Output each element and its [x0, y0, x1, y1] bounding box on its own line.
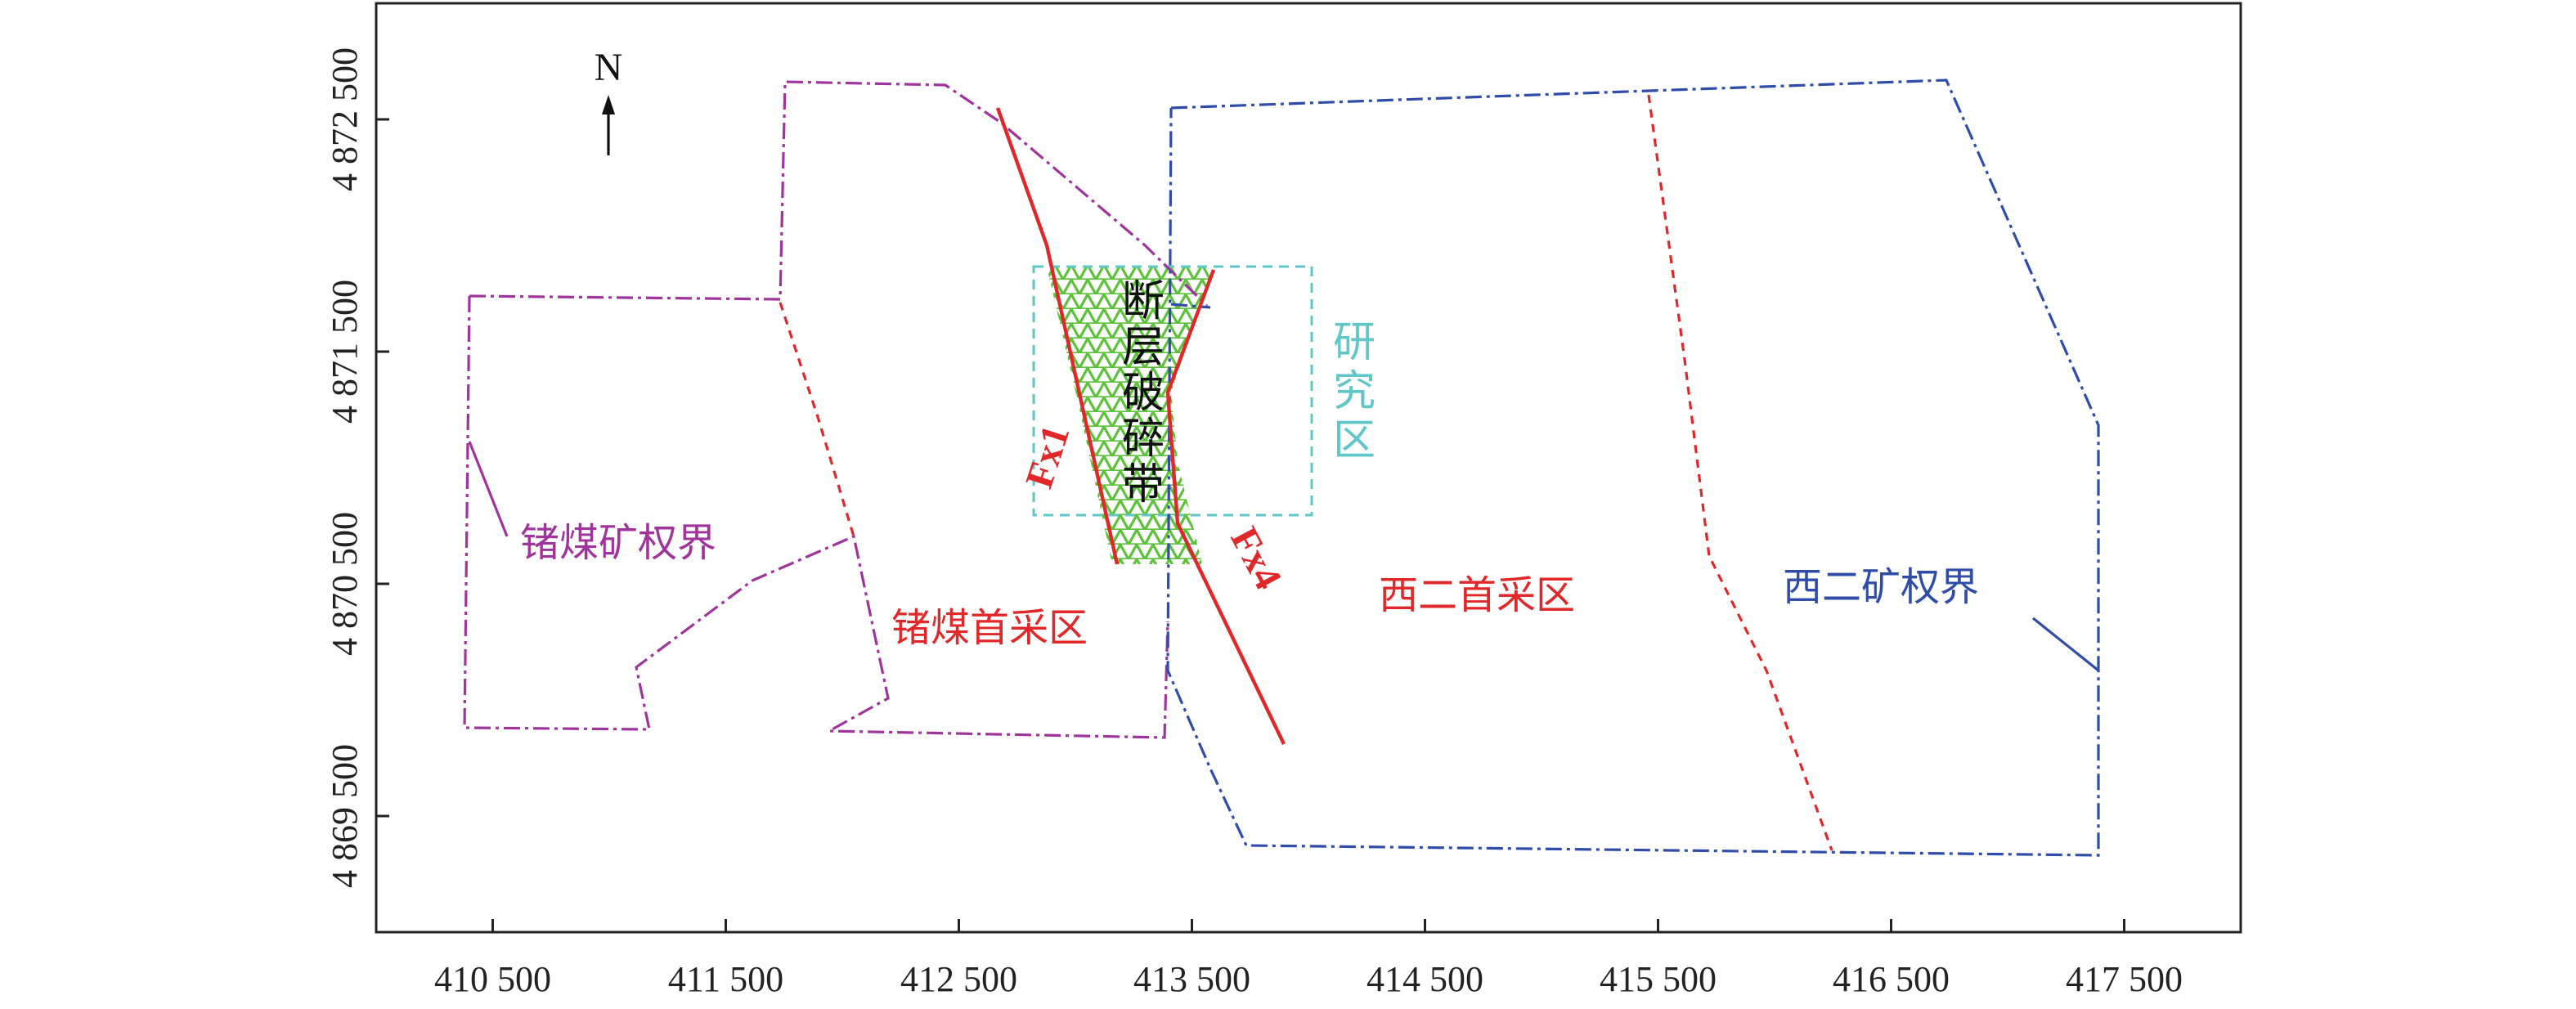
study-area-label: 研究区 — [1326, 319, 1375, 466]
xier-first-boundary — [1647, 94, 1833, 851]
ticks: 410 500 411 500 412 500 413 500 414 500 415 5… — [325, 47, 2183, 999]
xier-boundary — [1166, 78, 2100, 857]
y-tick-label: 4 872 500 — [325, 47, 365, 191]
x-tick-label: 410 500 — [434, 959, 551, 999]
x-tick-label: 415 500 — [1600, 959, 1717, 999]
y-tick-label: 4 869 500 — [325, 744, 365, 888]
zhemei-first-boundary — [779, 302, 855, 537]
y-tick-label: 4 871 500 — [325, 280, 365, 424]
x-tick-label: 412 500 — [900, 959, 1017, 999]
north-label: N — [595, 46, 623, 89]
zhemei-boundary-label: 锗煤矿权界 — [520, 522, 716, 565]
fault-zone-label: 断层破碎带 — [1115, 278, 1164, 507]
study-area — [1032, 265, 1313, 517]
fault-zone — [1047, 267, 1214, 564]
x-tick-label: 417 500 — [2066, 959, 2183, 999]
north-arrow — [602, 95, 615, 155]
fx1-label: Fx1 — [1017, 419, 1078, 493]
fx4-label: Fx4 — [1222, 520, 1290, 596]
xier-first-label: 西二首采区 — [1379, 574, 1575, 617]
faults — [995, 107, 1286, 745]
plot-frame — [375, 2, 2242, 934]
y-tick-label: 4 870 500 — [325, 512, 365, 656]
x-tick-label: 416 500 — [1833, 959, 1950, 999]
xier-boundary-label: 西二矿权界 — [1783, 566, 1979, 609]
zhemei-first-label: 锗煤首采区 — [891, 607, 1088, 650]
x-tick-label: 411 500 — [668, 959, 783, 999]
zhemei-boundary — [463, 80, 1209, 739]
x-tick-label: 413 500 — [1133, 959, 1250, 999]
x-tick-label: 414 500 — [1367, 959, 1483, 999]
